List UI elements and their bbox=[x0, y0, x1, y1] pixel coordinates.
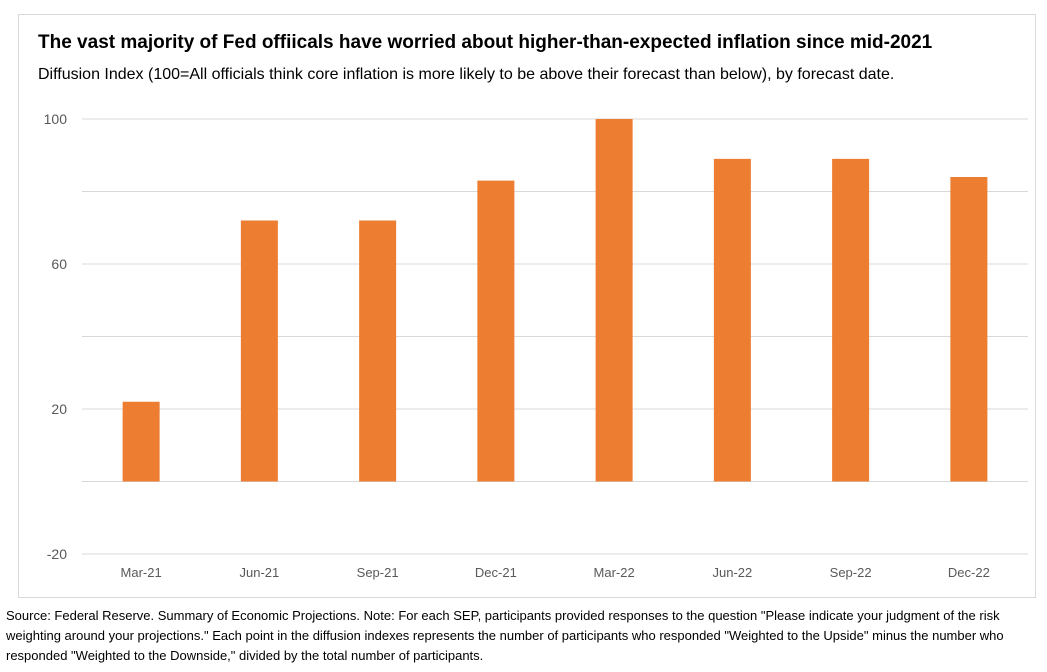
gridlines bbox=[82, 118, 1028, 555]
x-tick-label: Sep-22 bbox=[830, 565, 872, 580]
y-axis-ticks: -20 20 60 100 bbox=[44, 111, 68, 562]
bar-sep-21 bbox=[359, 220, 397, 482]
y-tick-label: 20 bbox=[51, 401, 67, 417]
y-tick-label: 100 bbox=[44, 111, 68, 127]
x-tick-label: Mar-21 bbox=[121, 565, 162, 580]
y-tick-label: -20 bbox=[47, 546, 67, 562]
chart-subtitle: Diffusion Index (100=All officials think… bbox=[38, 66, 895, 83]
bar-sep-22 bbox=[832, 158, 870, 482]
bar-jun-22 bbox=[713, 158, 751, 482]
bar-mar-21 bbox=[122, 401, 160, 482]
source-note: Source: Federal Reserve. Summary of Econ… bbox=[6, 608, 1004, 663]
x-tick-label: Jun-21 bbox=[240, 565, 280, 580]
bars bbox=[122, 119, 988, 482]
x-tick-label: Sep-21 bbox=[357, 565, 399, 580]
bar-dec-22 bbox=[950, 177, 988, 482]
x-tick-label: Jun-22 bbox=[713, 565, 753, 580]
x-axis-ticks: Mar-21 Jun-21 Sep-21 Dec-21 Mar-22 Jun-22 Sep-… bbox=[121, 565, 990, 580]
bar-jun-21 bbox=[240, 220, 278, 482]
x-tick-label: Dec-21 bbox=[475, 565, 517, 580]
x-tick-label: Dec-22 bbox=[948, 565, 990, 580]
chart-title: The vast majority of Fed offiicals have … bbox=[38, 32, 933, 53]
x-tick-label: Mar-22 bbox=[594, 565, 635, 580]
bar-dec-21 bbox=[477, 180, 515, 482]
bar-mar-22 bbox=[595, 119, 633, 482]
y-tick-label: 60 bbox=[51, 256, 67, 272]
